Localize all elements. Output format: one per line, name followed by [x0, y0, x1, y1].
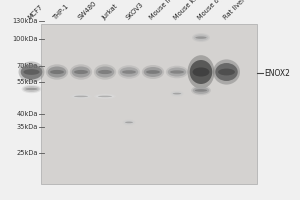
Ellipse shape [120, 67, 138, 77]
Text: ENOX2: ENOX2 [265, 68, 290, 77]
Text: 130kDa: 130kDa [13, 18, 38, 24]
Ellipse shape [173, 93, 181, 94]
Ellipse shape [21, 64, 42, 79]
Ellipse shape [192, 33, 210, 42]
Ellipse shape [144, 67, 162, 77]
Text: MCF7: MCF7 [27, 4, 44, 21]
Ellipse shape [72, 94, 90, 98]
Ellipse shape [70, 64, 92, 80]
Ellipse shape [96, 66, 114, 77]
Text: 100kDa: 100kDa [13, 36, 38, 42]
Ellipse shape [74, 70, 88, 74]
Ellipse shape [168, 68, 186, 76]
Ellipse shape [195, 89, 207, 92]
Ellipse shape [123, 119, 135, 125]
Ellipse shape [19, 62, 44, 82]
Ellipse shape [193, 67, 209, 77]
Text: Mouse liver: Mouse liver [149, 0, 180, 21]
Ellipse shape [188, 55, 214, 89]
Text: SKOV3: SKOV3 [125, 1, 144, 21]
Ellipse shape [23, 69, 40, 75]
Ellipse shape [118, 65, 140, 79]
Ellipse shape [22, 85, 41, 93]
Text: Jurkat: Jurkat [101, 3, 119, 21]
Text: 55kDa: 55kDa [16, 79, 38, 85]
Ellipse shape [125, 122, 133, 123]
Text: 25kDa: 25kDa [16, 150, 38, 156]
Ellipse shape [194, 34, 208, 41]
Text: 70kDa: 70kDa [16, 63, 38, 69]
Ellipse shape [215, 63, 238, 81]
Ellipse shape [98, 70, 112, 74]
Text: 35kDa: 35kDa [17, 124, 38, 130]
Ellipse shape [122, 70, 136, 74]
Text: Mouse kidney: Mouse kidney [173, 0, 209, 21]
Text: Mouse ovary: Mouse ovary [197, 0, 231, 21]
Ellipse shape [146, 70, 160, 74]
Ellipse shape [23, 86, 40, 92]
Ellipse shape [195, 36, 207, 39]
Ellipse shape [142, 65, 164, 79]
Ellipse shape [218, 69, 235, 75]
Ellipse shape [50, 70, 64, 74]
Ellipse shape [170, 70, 184, 74]
Ellipse shape [46, 64, 68, 80]
Ellipse shape [190, 60, 212, 84]
Ellipse shape [72, 66, 90, 77]
Text: SW480: SW480 [77, 0, 98, 21]
Ellipse shape [48, 66, 66, 77]
Ellipse shape [213, 59, 240, 85]
Text: 40kDa: 40kDa [16, 111, 38, 117]
Ellipse shape [96, 94, 114, 98]
Ellipse shape [25, 88, 38, 90]
Ellipse shape [94, 94, 116, 99]
Ellipse shape [70, 94, 92, 99]
Ellipse shape [191, 85, 211, 95]
Ellipse shape [74, 96, 88, 97]
Ellipse shape [170, 91, 184, 97]
Ellipse shape [193, 87, 209, 94]
Text: Rat liver: Rat liver [222, 0, 246, 21]
Ellipse shape [166, 66, 188, 78]
Ellipse shape [98, 96, 112, 97]
Ellipse shape [171, 91, 183, 96]
FancyBboxPatch shape [40, 24, 256, 184]
Text: THP-1: THP-1 [53, 3, 71, 21]
Ellipse shape [94, 64, 116, 80]
Ellipse shape [124, 120, 134, 125]
